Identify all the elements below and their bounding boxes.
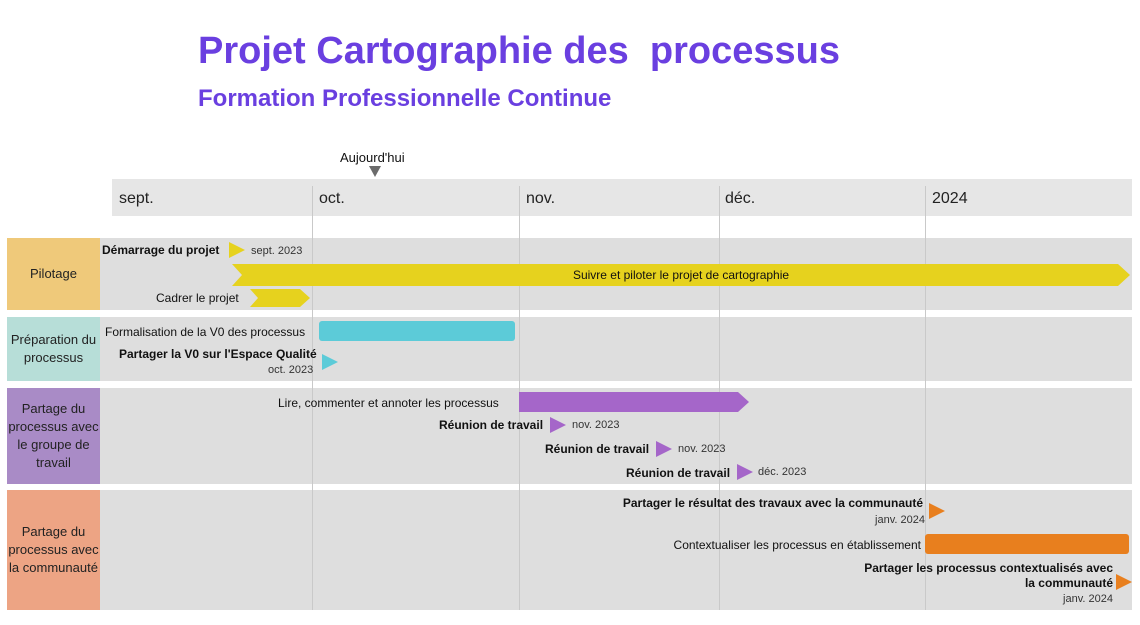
milestone-marker	[1116, 574, 1132, 590]
task-label: Cadrer le projet	[156, 291, 239, 305]
task-bar-lire	[519, 392, 749, 412]
milestone-marker	[550, 417, 566, 433]
chart-title: Projet Cartographie des processus	[198, 30, 840, 72]
task-label: Réunion de travail	[545, 442, 650, 456]
milestone-marker	[656, 441, 672, 457]
task-label: Réunion de travail	[626, 466, 731, 480]
task-bar-formalisation	[319, 321, 515, 341]
task-bar-contextualiser	[925, 534, 1129, 554]
milestone-date: déc. 2023	[758, 466, 807, 478]
milestone-date: sept. 2023	[251, 245, 303, 257]
timescale-band	[112, 179, 1132, 216]
milestone-marker	[229, 242, 245, 258]
task-bar-cadrer	[250, 289, 310, 307]
task-label: Formalisation de la V0 des processus	[105, 325, 306, 339]
task-label: Contextualiser les processus en établiss…	[673, 538, 921, 552]
milestone-date: nov. 2023	[678, 443, 726, 455]
month-label: déc.	[725, 190, 756, 207]
task-label: Réunion de travail	[439, 418, 544, 432]
category-label: Partage du processus avec le groupe de t…	[7, 388, 100, 484]
task-bar-suivre	[232, 264, 1130, 286]
today-marker-icon	[369, 166, 381, 177]
milestone-date: janv. 2024	[875, 514, 925, 526]
swimlane-band-preparation	[100, 317, 1132, 381]
task-bar-label: Suivre et piloter le projet de cartograp…	[572, 268, 790, 282]
task-label: Partager les processus contextualisés av…	[864, 561, 1113, 575]
milestone-date: nov. 2023	[572, 419, 620, 431]
gridline	[312, 186, 313, 610]
task-label: Lire, commenter et annoter les processus	[278, 396, 499, 410]
task-label: Partager le résultat des travaux avec la…	[622, 496, 923, 510]
month-label: nov.	[526, 190, 556, 207]
milestone-marker	[322, 354, 338, 370]
month-label: 2024	[932, 190, 968, 207]
milestone-marker	[929, 503, 945, 519]
milestone-date: janv. 2024	[1063, 593, 1113, 605]
task-label: Partager la V0 sur l'Espace Qualité	[119, 347, 317, 361]
task-label: Démarrage du projet	[102, 243, 220, 257]
month-label: oct.	[319, 190, 345, 207]
month-label: sept.	[119, 190, 154, 207]
milestone-date: oct. 2023	[268, 364, 314, 376]
milestone-marker	[737, 464, 753, 480]
chart-subtitle: Formation Professionnelle Continue	[198, 85, 612, 112]
category-label: Pilotage	[7, 238, 100, 310]
category-label: Partage du processus avec la communauté	[7, 490, 100, 610]
task-label: la communauté	[1024, 576, 1113, 590]
gridline	[925, 186, 926, 610]
today-label: Aujourd'hui	[340, 150, 405, 165]
category-label: Préparation du processus	[7, 317, 100, 381]
